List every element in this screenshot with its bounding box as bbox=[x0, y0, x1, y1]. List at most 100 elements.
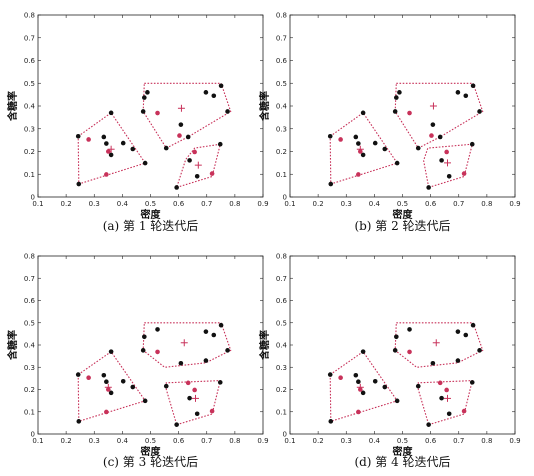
cluster-hull bbox=[329, 350, 399, 423]
cluster-center-marker bbox=[107, 145, 115, 153]
sample-point bbox=[327, 372, 333, 377]
sample-point bbox=[101, 372, 107, 378]
x-tick-label: 0.8 bbox=[229, 200, 240, 208]
sample-point bbox=[142, 398, 148, 404]
x-tick-label: 0.5 bbox=[397, 437, 408, 445]
cluster-center-marker bbox=[104, 383, 112, 391]
sample-point bbox=[439, 395, 444, 401]
x-tick-label: 0.5 bbox=[145, 200, 156, 208]
sample-point bbox=[76, 419, 82, 424]
y-tick-label: 0.3 bbox=[276, 364, 287, 372]
y-tick-label: 0.1 bbox=[24, 171, 35, 179]
y-tick-label: 0.5 bbox=[24, 319, 35, 327]
y-tick-label: 0.8 bbox=[276, 12, 287, 20]
chart-panel-3: 0.1 0.2 0.3 0.4 0.5 0.6 0.7 0.8 0.900.10.20.30.4… bbox=[6, 253, 269, 470]
sample-point bbox=[394, 334, 399, 340]
sample-point bbox=[477, 109, 482, 114]
x-tick-label: 0.1 bbox=[284, 200, 295, 208]
cluster-center-marker bbox=[177, 104, 185, 112]
x-tick-label: 0.3 bbox=[341, 437, 352, 445]
cluster-hull bbox=[142, 82, 232, 149]
sample-point bbox=[477, 348, 482, 353]
y-axis-label: 含糖率 bbox=[6, 330, 19, 360]
y-tick-label: 0.4 bbox=[276, 342, 288, 350]
x-tick-label: 0.1 bbox=[32, 437, 43, 445]
x-tick-label: 0.4 bbox=[117, 437, 129, 445]
x-axis-label: 密度 bbox=[141, 445, 162, 458]
sample-point-red bbox=[192, 387, 197, 393]
sample-point bbox=[217, 380, 223, 385]
sample-point bbox=[469, 380, 475, 385]
y-tick-label: 0.5 bbox=[24, 80, 35, 88]
sample-point bbox=[430, 360, 436, 366]
sample-point-red bbox=[356, 409, 361, 415]
y-tick-label: 0 bbox=[31, 431, 35, 439]
sample-point bbox=[75, 133, 81, 139]
panel-caption: (d) 第 4 轮迭代后 bbox=[354, 455, 450, 469]
cluster-center-marker bbox=[180, 339, 188, 347]
cluster-hull bbox=[77, 350, 147, 423]
y-tick-label: 0.7 bbox=[276, 275, 287, 283]
sample-point bbox=[356, 141, 361, 146]
sample-point bbox=[446, 173, 452, 179]
sample-point bbox=[455, 329, 461, 334]
cluster-center-marker bbox=[429, 102, 437, 110]
x-tick-label: 0.8 bbox=[481, 437, 492, 445]
sample-point bbox=[415, 145, 421, 151]
panel-caption: (a) 第 1 轮迭代后 bbox=[103, 219, 199, 233]
y-tick-label: 0.2 bbox=[276, 386, 287, 394]
y-tick-label: 0.7 bbox=[24, 275, 35, 283]
cluster-hull bbox=[423, 143, 474, 189]
sample-point-red bbox=[155, 110, 160, 116]
sample-point bbox=[187, 395, 192, 401]
sample-point bbox=[415, 383, 421, 389]
chart-panel-4: 0.1 0.2 0.3 0.4 0.5 0.6 0.7 0.8 0.900.10.20.30.4… bbox=[258, 253, 521, 470]
x-tick-label: 0.1 bbox=[284, 437, 295, 445]
cluster-center-marker bbox=[444, 159, 451, 167]
sample-point-red bbox=[209, 408, 215, 414]
sample-point bbox=[328, 419, 334, 424]
cluster-center-marker bbox=[356, 145, 364, 153]
sample-point bbox=[353, 372, 359, 378]
sample-point bbox=[470, 322, 476, 328]
y-tick-label: 0.6 bbox=[24, 297, 36, 305]
sample-point-red bbox=[104, 172, 109, 177]
sample-point bbox=[327, 133, 333, 139]
sample-point bbox=[394, 160, 400, 166]
sample-point bbox=[463, 93, 469, 99]
y-tick-label: 0.4 bbox=[24, 342, 36, 350]
cluster-center-marker bbox=[192, 394, 199, 402]
sample-point bbox=[185, 134, 191, 140]
x-tick-label: 0.2 bbox=[313, 437, 324, 445]
sample-point bbox=[203, 358, 209, 363]
sample-point bbox=[372, 140, 378, 146]
sample-point-red bbox=[437, 380, 443, 386]
x-tick-label: 0.5 bbox=[397, 200, 408, 208]
y-axis-label: 含糖率 bbox=[258, 330, 271, 360]
sample-point bbox=[101, 134, 107, 140]
x-tick-label: 0.2 bbox=[61, 437, 72, 445]
sample-point bbox=[108, 110, 114, 116]
sample-point-red bbox=[356, 172, 361, 177]
sample-point bbox=[76, 181, 82, 187]
x-tick-label: 0.5 bbox=[145, 437, 156, 445]
sample-point bbox=[174, 422, 179, 427]
sample-point bbox=[353, 134, 359, 140]
sample-point bbox=[203, 329, 209, 334]
y-tick-label: 0.1 bbox=[276, 171, 287, 179]
cluster-center-marker bbox=[444, 394, 451, 402]
y-tick-label: 0.6 bbox=[276, 57, 288, 65]
x-tick-label: 0.1 bbox=[32, 200, 43, 208]
y-tick-label: 0.4 bbox=[24, 103, 36, 111]
x-tick-label: 0.3 bbox=[341, 200, 352, 208]
cluster-center-marker bbox=[194, 161, 202, 169]
sample-point bbox=[446, 411, 452, 417]
sample-point bbox=[218, 322, 224, 328]
sample-point-red bbox=[429, 133, 434, 138]
chart-panel-2: 0.1 0.2 0.3 0.4 0.5 0.6 0.7 0.8 0.900.10.20.30.4… bbox=[258, 12, 521, 234]
y-tick-label: 0.1 bbox=[276, 408, 287, 416]
sample-point bbox=[130, 146, 136, 152]
sample-point-red bbox=[192, 149, 197, 155]
sample-point bbox=[211, 332, 217, 338]
sample-point-red bbox=[86, 375, 91, 381]
